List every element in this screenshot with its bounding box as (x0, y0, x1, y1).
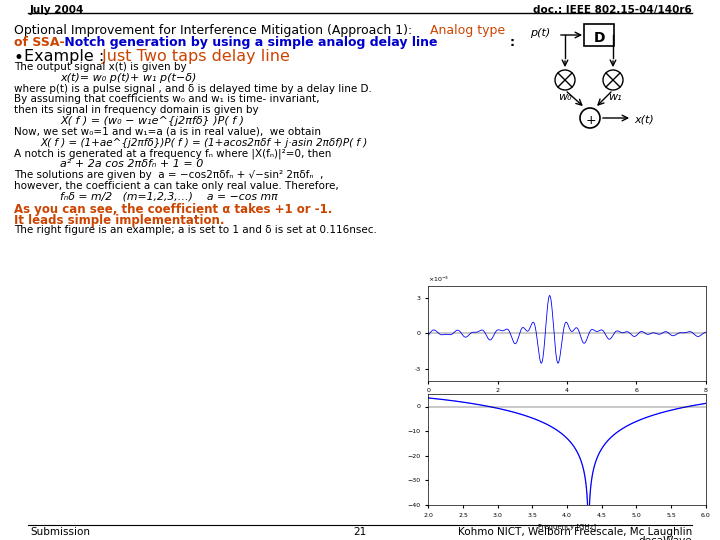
FancyBboxPatch shape (584, 24, 614, 46)
Text: 21: 21 (354, 527, 366, 537)
Text: w₁: w₁ (608, 92, 621, 102)
Text: of SSA-: of SSA- (14, 36, 65, 49)
Text: Optional Improvement for Interference Mitigation (Approach 1):: Optional Improvement for Interference Mi… (14, 24, 413, 37)
Text: The solutions are given by  a = −cos2πδfₙ + √−sin² 2πδfₙ  ,: The solutions are given by a = −cos2πδfₙ… (14, 170, 323, 180)
Text: however, the coefficient a can take only real value. Therefore,: however, the coefficient a can take only… (14, 181, 338, 191)
X-axis label: Frequency [GHz]: Frequency [GHz] (538, 523, 596, 530)
Circle shape (555, 70, 575, 90)
Text: a² + 2a cos 2πδfₙ + 1 = 0: a² + 2a cos 2πδfₙ + 1 = 0 (60, 159, 203, 169)
Text: Notch generation by using a simple analog delay line: Notch generation by using a simple analo… (60, 36, 438, 49)
Text: D: D (594, 31, 606, 45)
Text: $\times10^{-3}$: $\times10^{-3}$ (428, 274, 450, 284)
Text: A notch is generated at a frequency fₙ where |X(fₙ)|²=0, then: A notch is generated at a frequency fₙ w… (14, 148, 331, 159)
Text: Now, we set w₀=1 and w₁=a (a is in real value),  we obtain: Now, we set w₀=1 and w₁=a (a is in real … (14, 127, 321, 137)
X-axis label: Time [nsec]: Time [nsec] (546, 399, 588, 406)
Text: It leads simple implementation.: It leads simple implementation. (14, 214, 225, 227)
Text: Analog type: Analog type (430, 24, 505, 37)
Text: x(t)= w₀ p(t)+ w₁ p(t−δ): x(t)= w₀ p(t)+ w₁ p(t−δ) (60, 73, 197, 83)
Text: :: : (510, 36, 515, 49)
Text: The output signal x(t) is given by: The output signal x(t) is given by (14, 62, 186, 72)
Text: w₀: w₀ (558, 92, 572, 102)
Circle shape (580, 108, 600, 128)
Text: As you can see, the coefficient α takes +1 or -1.: As you can see, the coefficient α takes … (14, 204, 333, 217)
Text: doc.: IEEE 802.15-04/140r6: doc.: IEEE 802.15-04/140r6 (534, 5, 692, 15)
Text: fₙδ = m/2   (m=1,2,3,…)    a = −cos mπ: fₙδ = m/2 (m=1,2,3,…) a = −cos mπ (60, 192, 278, 201)
Text: X( f ) = (w₀ − w₁e^{j2πfδ} )P( f ): X( f ) = (w₀ − w₁e^{j2πfδ} )P( f ) (60, 116, 244, 126)
Text: •: • (14, 49, 24, 67)
Text: Example :: Example : (24, 49, 104, 64)
Text: The right figure is an example; a is set to 1 and δ is set at 0.116nsec.: The right figure is an example; a is set… (14, 225, 377, 235)
Text: decaWave: decaWave (639, 536, 692, 540)
Text: x(t): x(t) (634, 114, 654, 124)
Text: Submission: Submission (30, 527, 90, 537)
Text: July 2004: July 2004 (30, 5, 84, 15)
Text: Kohmo NICT, Welborn Freescale, Mc Laughlin: Kohmo NICT, Welborn Freescale, Mc Laughl… (458, 527, 692, 537)
Text: then its signal in frequency domain is given by: then its signal in frequency domain is g… (14, 105, 258, 115)
Text: Just Two taps delay line: Just Two taps delay line (97, 49, 290, 64)
Circle shape (603, 70, 623, 90)
Text: +: + (586, 114, 597, 127)
Text: X( f ) = (1+ae^{j2πfδ})P( f ) = (1+acos2πδf + j·asin 2πδf)P( f ): X( f ) = (1+ae^{j2πfδ})P( f ) = (1+acos2… (40, 138, 367, 147)
Text: By assuming that coefficients w₀ and w₁ is time- invariant,: By assuming that coefficients w₀ and w₁ … (14, 94, 320, 104)
Text: p(t): p(t) (530, 28, 550, 38)
Text: where p(t) is a pulse signal , and δ is delayed time by a delay line D.: where p(t) is a pulse signal , and δ is … (14, 84, 372, 93)
